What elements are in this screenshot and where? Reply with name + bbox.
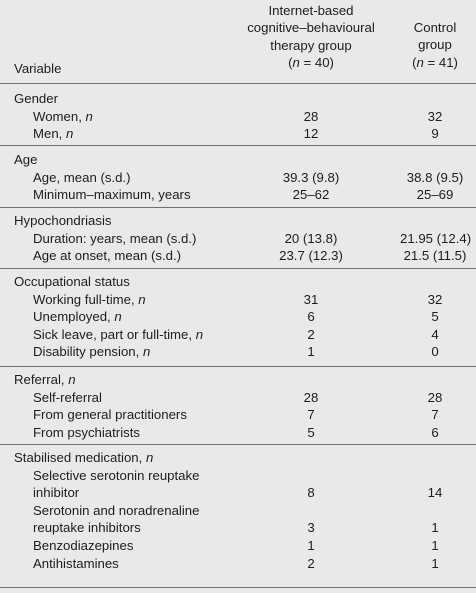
value-icbt: 28 bbox=[303, 108, 319, 124]
header-icbt-group: Internet-based cognitive–behavioural the… bbox=[236, 2, 386, 72]
section-title: Age bbox=[14, 152, 38, 167]
value-control: 0 bbox=[431, 344, 439, 360]
header-icbt-n: (n = 40) bbox=[288, 55, 334, 71]
section-rule bbox=[0, 366, 476, 367]
table-row: From general practitioners 7 7 bbox=[0, 406, 476, 424]
header-control-group: Control group (n = 41) bbox=[400, 19, 470, 71]
table-row: Antihistamines 2 1 bbox=[0, 555, 476, 573]
row-label: Men, n bbox=[33, 126, 74, 142]
value-icbt: 8 bbox=[307, 485, 315, 501]
value-control: 32 bbox=[427, 108, 443, 124]
header-icbt-line1: Internet-based bbox=[268, 3, 354, 18]
table-row: Age, mean (s.d.) 39.3 (9.8) 38.8 (9.5) bbox=[0, 169, 476, 187]
row-label-line1: Serotonin and noradrenaline bbox=[33, 502, 200, 518]
row-label: Disability pension, n bbox=[33, 344, 151, 360]
header-rule bbox=[0, 83, 476, 84]
table-row: Sick leave, part or full-time, n 2 4 bbox=[0, 326, 476, 344]
row-label-line1: Selective serotonin reuptake bbox=[33, 467, 200, 483]
table-row: Disability pension, n 1 0 bbox=[0, 343, 476, 361]
table-row: Unemployed, n 6 5 bbox=[0, 308, 476, 326]
value-control: 25–69 bbox=[416, 187, 454, 203]
table-row: Men, n 12 9 bbox=[0, 125, 476, 143]
row-label: Age, mean (s.d.) bbox=[33, 169, 131, 185]
value-control: 9 bbox=[431, 126, 439, 142]
value-icbt: 20 (13.8) bbox=[284, 230, 338, 246]
value-icbt: 31 bbox=[303, 291, 319, 307]
value-control: 21.5 (11.5) bbox=[403, 248, 467, 264]
table-row: Women, n 28 32 bbox=[0, 108, 476, 126]
row-label: Benzodiazepines bbox=[33, 538, 134, 553]
value-icbt: 7 bbox=[307, 407, 315, 423]
row-label-line2: inhibitor bbox=[33, 485, 80, 501]
row-label: Self-referral bbox=[33, 389, 102, 405]
section-title: Gender bbox=[14, 91, 58, 106]
header-icbt-line2: cognitive–behavioural bbox=[247, 20, 375, 36]
section-rule bbox=[0, 207, 476, 208]
value-control: 4 bbox=[431, 326, 439, 342]
section-rule bbox=[0, 268, 476, 269]
value-control: 7 bbox=[431, 407, 439, 423]
row-label: Antihistamines bbox=[33, 555, 119, 571]
table-bottom-rule bbox=[0, 587, 476, 588]
value-icbt: 3 bbox=[307, 520, 315, 536]
table-row: Selective serotonin reuptake inhibitor 8… bbox=[0, 467, 476, 502]
section-title: Stabilised medication, n bbox=[14, 450, 154, 465]
row-label-line2: reuptake inhibitors bbox=[33, 520, 141, 536]
value-icbt: 6 bbox=[307, 309, 315, 325]
header-control-n: (n = 41) bbox=[412, 54, 458, 70]
row-label: Sick leave, part or full-time, n bbox=[33, 326, 204, 342]
section-title: Hypochondriasis bbox=[14, 213, 112, 228]
value-icbt: 39.3 (9.8) bbox=[282, 169, 340, 185]
value-control: 6 bbox=[431, 424, 439, 440]
value-control: 1 bbox=[431, 555, 439, 571]
table-row: Working full-time, n 31 32 bbox=[0, 291, 476, 309]
row-label: From general practitioners bbox=[33, 407, 187, 423]
value-control: 38.8 (9.5) bbox=[406, 169, 464, 185]
table-row: Minimum–maximum, years 25–62 25–69 bbox=[0, 186, 476, 204]
section-rule bbox=[0, 444, 476, 445]
value-icbt: 5 bbox=[307, 424, 315, 440]
value-control: 32 bbox=[427, 291, 443, 307]
value-control: 28 bbox=[427, 389, 443, 405]
value-icbt: 28 bbox=[303, 389, 319, 405]
header-icbt-line3: therapy group bbox=[270, 37, 352, 53]
value-control: 14 bbox=[427, 485, 443, 501]
table-header: Variable Internet-based cognitive–behavi… bbox=[0, 0, 476, 83]
value-icbt: 23.7 (12.3) bbox=[279, 248, 343, 264]
value-icbt: 1 bbox=[307, 538, 315, 553]
table-row: Age at onset, mean (s.d.) 23.7 (12.3) 21… bbox=[0, 247, 476, 265]
value-control: 1 bbox=[431, 538, 439, 553]
value-icbt: 2 bbox=[307, 555, 315, 571]
table-row: From psychiatrists 5 6 bbox=[0, 424, 476, 442]
section-title: Referral, n bbox=[14, 372, 76, 387]
value-control: 5 bbox=[431, 309, 439, 325]
row-label: Women, n bbox=[33, 108, 93, 124]
row-label: Duration: years, mean (s.d.) bbox=[33, 230, 197, 246]
header-control-line2: group bbox=[418, 37, 452, 53]
value-icbt: 25–62 bbox=[292, 187, 330, 203]
section-title: Occupational status bbox=[14, 274, 130, 289]
row-label: Age at onset, mean (s.d.) bbox=[33, 248, 182, 264]
row-label: Unemployed, n bbox=[33, 309, 122, 325]
value-icbt: 12 bbox=[303, 126, 319, 142]
table-row: Duration: years, mean (s.d.) 20 (13.8) 2… bbox=[0, 230, 476, 248]
section-rule bbox=[0, 145, 476, 146]
value-control: 1 bbox=[431, 520, 439, 536]
value-control: 21.95 (12.4) bbox=[400, 230, 472, 246]
table-row: Benzodiazepines 1 1 bbox=[0, 537, 476, 555]
value-icbt: 2 bbox=[307, 326, 315, 342]
table-row: Serotonin and noradrenaline reuptake inh… bbox=[0, 502, 476, 537]
row-label: Minimum–maximum, years bbox=[33, 187, 191, 203]
table-row: Self-referral 28 28 bbox=[0, 389, 476, 407]
value-icbt: 1 bbox=[307, 344, 315, 360]
row-label: From psychiatrists bbox=[33, 424, 140, 440]
header-variable: Variable bbox=[14, 61, 62, 76]
header-control-line1: Control bbox=[413, 20, 457, 35]
row-label: Working full-time, n bbox=[33, 291, 146, 307]
